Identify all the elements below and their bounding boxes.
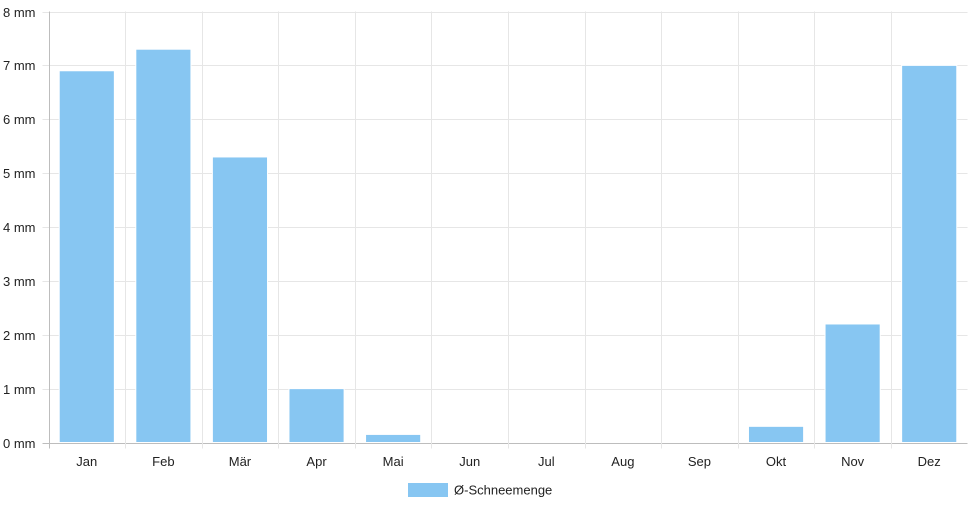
x-tick-label: Okt: [766, 454, 787, 469]
x-tick-label: Mai: [383, 454, 404, 469]
x-tick-label: Nov: [841, 454, 865, 469]
bar-okt[interactable]: [747, 425, 805, 443]
x-tick-label: Jul: [538, 454, 555, 469]
y-tick-label: 8 mm: [3, 5, 36, 20]
legend-label[interactable]: Ø-Schneemenge: [454, 483, 552, 498]
y-axis: 0 mm 1 mm 2 mm 3 mm 4 mm 5 mm 6 mm 7 mm 8 mm: [3, 5, 36, 451]
x-tick-label: Apr: [306, 454, 327, 469]
y-tick-label: 4 mm: [3, 220, 36, 235]
x-tick-label: Dez: [918, 454, 941, 469]
y-tick-label: 5 mm: [3, 166, 36, 181]
grid: [42, 11, 968, 449]
x-tick-label: Sep: [688, 454, 711, 469]
x-tick-label: Mär: [229, 454, 252, 469]
bar-jan[interactable]: [58, 70, 115, 443]
x-axis: Jan Feb Mär Apr Mai Jun Jul Aug Sep Okt Nov Dez: [76, 454, 940, 469]
bar-feb[interactable]: [135, 48, 192, 444]
y-tick-label: 7 mm: [3, 58, 36, 73]
x-tick-label: Aug: [611, 454, 634, 469]
legend-swatch[interactable]: [408, 483, 448, 497]
y-tick-label: 2 mm: [3, 328, 36, 343]
bars: [58, 48, 958, 444]
y-tick-label: 1 mm: [3, 382, 36, 397]
y-tick-label: 6 mm: [3, 112, 36, 127]
bar-dez[interactable]: [901, 64, 958, 443]
x-tick-label: Jan: [76, 454, 97, 469]
y-tick-label: 0 mm: [3, 436, 36, 451]
x-tick-label: Jun: [459, 454, 480, 469]
legend[interactable]: Ø-Schneemenge: [408, 483, 552, 498]
y-tick-label: 3 mm: [3, 274, 36, 289]
bar-nov[interactable]: [824, 323, 881, 444]
bar-apr[interactable]: [288, 388, 345, 443]
x-tick-label: Feb: [152, 454, 174, 469]
bar-mär[interactable]: [211, 156, 269, 443]
bar-mai[interactable]: [365, 433, 422, 444]
